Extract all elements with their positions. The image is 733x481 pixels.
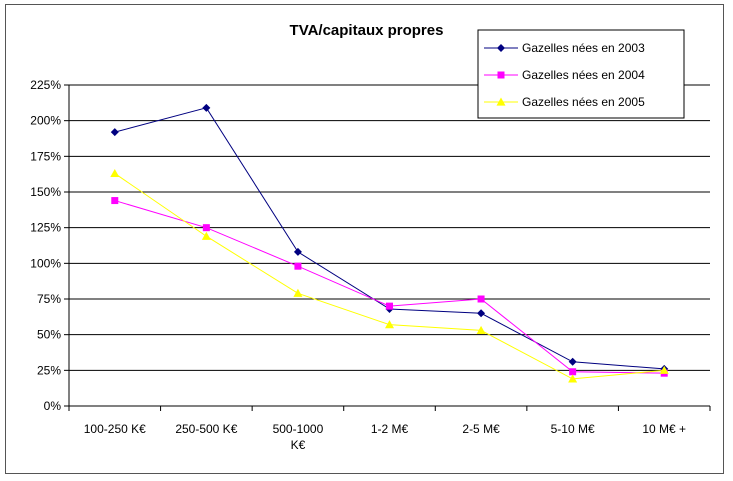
y-tick-label: 150% [30,185,61,199]
legend-label: Gazelles nées en 2003 [522,41,645,55]
x-tick-label: 250-500 K€ [175,422,237,436]
legend-label: Gazelles nées en 2005 [522,95,645,109]
data-point [293,288,303,297]
y-tick-label: 50% [37,328,61,342]
legend-box [477,29,685,119]
data-point [202,103,211,112]
series-line [114,200,665,374]
data-point [201,231,211,240]
data-point [293,247,302,256]
data-point [110,168,120,178]
y-tick-label: 0% [44,399,62,413]
x-tick-label: 100-250 K€ [84,422,146,436]
x-tick-label: 10 M€ + [642,422,686,436]
chart-title: TVA/capitaux propres [289,22,444,39]
legend-marker [497,44,505,52]
data-point [294,262,302,270]
y-tick-label: 25% [37,363,61,377]
x-tick-label: 2-5 M€ [462,422,500,436]
data-point [385,320,394,329]
y-tick-label: 125% [30,221,61,235]
data-point [659,365,669,374]
y-tick-label: 175% [30,149,61,163]
y-tick-label: 200% [30,114,61,128]
series-line [114,107,665,370]
series-line [114,173,665,380]
legend-marker [496,97,506,106]
x-tick-label: K€ [291,438,306,452]
y-tick-label: 100% [30,256,61,270]
data-point [568,374,578,383]
data-point [110,128,119,137]
y-tick-label: 75% [37,292,61,306]
data-point [476,325,486,334]
x-tick-label: 5-10 M€ [551,422,595,436]
y-tick-label: 225% [30,78,61,92]
x-tick-label: 1-2 M€ [371,422,409,436]
legend-label: Gazelles nées en 2004 [522,68,645,82]
x-tick-label: 500-1000 [273,422,324,436]
data-point [569,368,577,376]
data-point [477,309,486,318]
data-point [477,295,485,303]
data-point [202,224,210,232]
data-point [568,357,577,366]
data-point [386,302,393,310]
data-point [111,197,119,205]
legend-marker [497,71,505,79]
